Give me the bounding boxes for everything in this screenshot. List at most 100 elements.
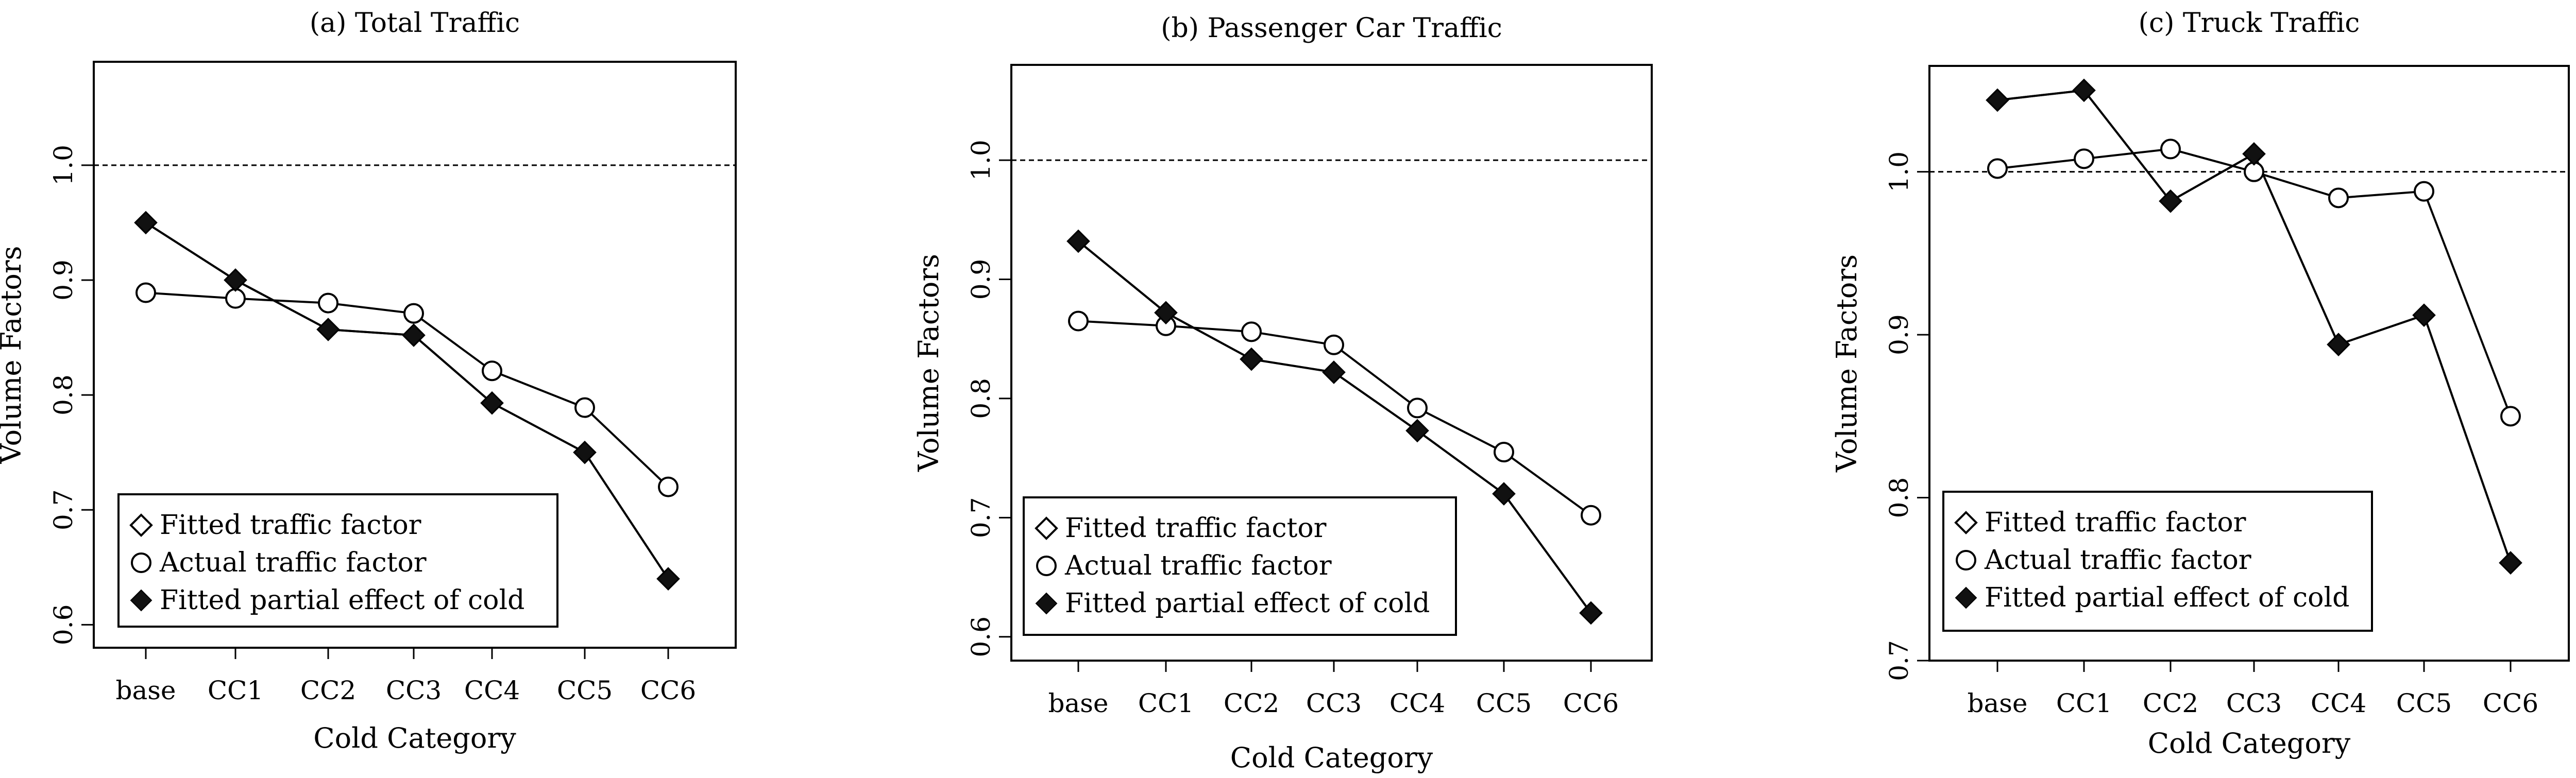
legend-marker — [1954, 511, 1978, 534]
data-point-series-3 — [1986, 89, 2009, 111]
data-point-series-3 — [481, 392, 503, 414]
chart-panel-3: (c) Truck Traffic 0.7 0.8 0.9 1.0 base CC1 CC2 C… — [1831, 8, 2570, 759]
x-tick-label: base — [1048, 688, 1108, 718]
data-point-series-2 — [2328, 187, 2349, 209]
y-tick-label: 0.8 — [1884, 477, 1914, 518]
data-point-series-3 — [2499, 551, 2522, 574]
data-point-series-2 — [1068, 310, 1089, 332]
x-tick-label: CC1 — [208, 676, 263, 705]
legend-box — [117, 493, 558, 628]
data-point-series-2 — [318, 292, 338, 314]
chart-panel-1: (a) Total Traffic 0.6 0.7 0.8 0.9 1.0 base CC1 C… — [0, 8, 737, 754]
data-point-series-3 — [1323, 361, 1345, 384]
x-tick-label: CC2 — [2143, 688, 2198, 718]
legend-label: Actual traffic factor — [1984, 545, 2251, 576]
legend-label: Actual traffic factor — [159, 547, 427, 578]
legend: Fitted traffic factor Actual traffic fact… — [117, 493, 558, 628]
data-point-series-2 — [1324, 334, 1344, 355]
x-tick-label: CC6 — [2483, 688, 2538, 718]
data-point-series-2 — [2074, 148, 2094, 169]
x-tick-label: CC2 — [300, 676, 356, 705]
data-point-series-3 — [1067, 230, 1090, 252]
y-tick-label: 1.0 — [1884, 151, 1914, 193]
data-point-series-3 — [2159, 190, 2182, 213]
y-tick-label: 0.9 — [48, 260, 78, 301]
x-tick-label: CC4 — [464, 676, 520, 705]
data-point-series-3 — [402, 324, 425, 347]
data-point-series-2 — [403, 303, 424, 324]
legend: Fitted traffic factor Actual traffic fact… — [1023, 496, 1457, 636]
y-tick-label: 0.8 — [48, 374, 78, 416]
x-tick-label: CC5 — [2396, 688, 2452, 718]
x-tick-label: CC1 — [1138, 688, 1194, 718]
chart-title: (b) Passenger Car Traffic — [1161, 13, 1502, 44]
y-tick-label: 0.8 — [966, 378, 996, 419]
data-point-series-3 — [657, 567, 680, 590]
y-tick-label: 0.7 — [1884, 640, 1914, 681]
x-tick-label: CC6 — [640, 676, 696, 705]
data-point-series-2 — [2414, 181, 2434, 202]
x-tick-label: CC3 — [2226, 688, 2282, 718]
x-tick-label: CC2 — [1224, 688, 1279, 718]
x-axis-label: Cold Category — [313, 722, 516, 754]
y-axis-label: Volume Factors — [0, 246, 27, 464]
legend-marker — [130, 589, 152, 612]
chart-title: (a) Total Traffic — [310, 8, 520, 39]
data-point-series-2 — [658, 476, 679, 497]
data-point-series-2 — [1407, 397, 1428, 419]
data-point-series-3 — [2073, 79, 2095, 101]
x-tick-label: CC4 — [2311, 688, 2366, 718]
y-tick-label: 0.6 — [48, 604, 78, 646]
y-tick-label: 0.9 — [966, 259, 996, 300]
data-point-series-2 — [1241, 321, 1262, 342]
x-axis-label: Cold Category — [2148, 727, 2351, 759]
data-point-series-2 — [2500, 406, 2521, 427]
y-tick-label: 1.0 — [48, 145, 78, 186]
legend-marker — [1035, 592, 1058, 615]
y-tick-label: 0.9 — [1884, 314, 1914, 355]
data-point-series-2 — [482, 360, 502, 382]
legend: Fitted traffic factor Actual traffic fact… — [1942, 491, 2373, 632]
data-point-series-3 — [1155, 301, 1177, 324]
y-tick-label: 0.6 — [966, 616, 996, 658]
data-point-series-3 — [1580, 602, 1602, 624]
data-point-series-2 — [1494, 442, 1514, 463]
legend-marker — [1035, 516, 1058, 540]
x-tick-label: CC6 — [1563, 688, 1619, 718]
x-tick-label: base — [1967, 688, 2027, 718]
data-point-series-3 — [573, 441, 596, 464]
legend-marker — [129, 513, 153, 537]
plot-frame — [1928, 65, 2570, 662]
y-tick-label: 0.7 — [966, 497, 996, 539]
x-tick-label: CC3 — [386, 676, 442, 705]
x-axis-label: Cold Category — [1230, 741, 1433, 774]
legend-marker — [131, 552, 151, 573]
legend-box — [1942, 491, 2373, 632]
legend-marker — [1956, 550, 1976, 570]
legend-label: Fitted traffic factor — [160, 510, 421, 541]
data-point-series-3 — [2413, 304, 2435, 326]
y-axis-label: Volume Factors — [1831, 254, 1863, 473]
data-point-series-3 — [2327, 333, 2350, 356]
data-point-series-2 — [2160, 139, 2181, 160]
chart-panel-2: (b) Passenger Car Traffic 0.6 0.7 0.8 0.9 1.0… — [912, 13, 1653, 774]
data-point-series-3 — [1406, 419, 1429, 442]
data-point-series-3 — [2243, 143, 2265, 165]
plot-frame — [1010, 64, 1653, 662]
data-point-series-2 — [1581, 505, 1601, 526]
y-tick-label: 1.0 — [966, 140, 996, 181]
data-point-series-3 — [317, 318, 340, 341]
data-point-series-2 — [574, 397, 595, 418]
data-point-series-2 — [135, 282, 156, 303]
legend-marker — [1955, 586, 1977, 609]
legend-marker — [1036, 556, 1057, 576]
data-point-series-3 — [134, 211, 157, 234]
x-tick-label: base — [115, 676, 176, 705]
x-tick-label: CC4 — [1389, 688, 1445, 718]
y-tick-label: 0.7 — [48, 489, 78, 530]
x-tick-label: CC1 — [2056, 688, 2112, 718]
legend-box — [1023, 496, 1457, 636]
legend-label: Fitted traffic factor — [1985, 507, 2246, 538]
plot-frame — [93, 61, 737, 649]
